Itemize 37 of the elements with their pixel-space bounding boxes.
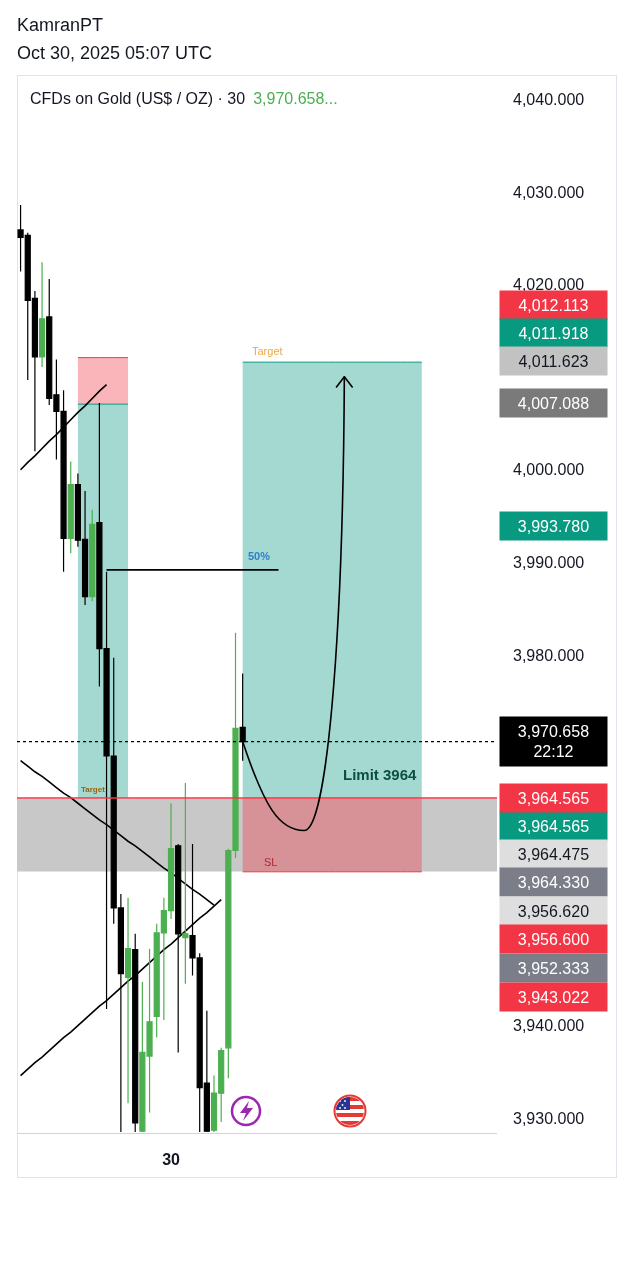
x-tick-label: 30 [162,1151,181,1169]
ref-line-label: 3,964.565 [517,789,590,807]
candlestick [182,782,189,985]
text: 3,964.330 [517,873,590,891]
chart-title: KamranPT [17,14,104,37]
text: 4,011.623 [518,352,589,370]
text: 3,943.022 [517,988,590,1006]
y-tick-label: 4,040.000 [513,90,585,108]
text: 3,964.565 [517,817,590,835]
y-tick-label: 4,030.000 [513,183,585,201]
y-tick-label: 3,980.000 [513,646,585,664]
candlestick [67,460,74,554]
annotation: Limit 3964 [343,766,418,783]
text: 3,956.620 [517,902,590,920]
y-tick-label: 3,940.000 [513,1017,585,1035]
y-tick-label: 3,990.000 [513,554,585,572]
annotation: 3,970.658... [253,90,338,107]
annotation: 50% [248,550,271,562]
y-tick-label: 4,020.000 [513,276,585,294]
annotation: Target [252,345,283,357]
y-tick-label: 4,000.000 [513,461,585,479]
text: 4,012.113 [518,296,589,314]
text: 3,952.333 [517,959,590,977]
y-tick-label: 3,930.000 [513,1109,585,1127]
text: 3,993.780 [517,517,590,535]
annotation: Target [81,785,106,794]
candlestick [124,897,132,1104]
chart-subtitle: Oct 30, 2025 05:07 UTC [17,42,213,65]
candlestick [89,509,96,602]
annotation: SL [264,856,278,868]
text: 4,007.088 [517,394,590,412]
text: 3,964.475 [517,845,590,863]
candlestick [38,261,46,368]
text: 4,011.918 [518,324,589,342]
ref-line-label: 3,970.658 22:12 [517,722,590,761]
annotation: CFDs on Gold (US$ / OZ) · 30 [30,90,246,107]
text: 3,956.600 [517,930,590,948]
